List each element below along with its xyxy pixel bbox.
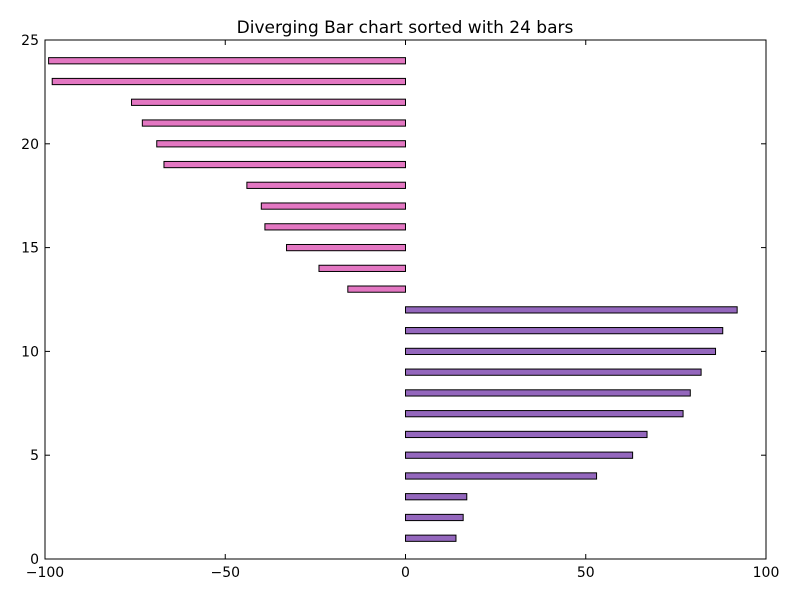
bar-21 (141, 119, 407, 127)
bar-23 (51, 77, 407, 86)
bar-2 (405, 513, 464, 522)
plot-frame (44, 39, 767, 560)
ticks-group: −100 −50 0 50 100 0 5 10 15 20 25 (21, 33, 779, 581)
y-tick-label-4: 20 (21, 137, 39, 153)
bar-19 (163, 160, 406, 169)
x-tick-label-3: 50 (577, 565, 595, 581)
bar-20 (156, 140, 406, 148)
y-tick-label-2: 10 (21, 344, 39, 360)
y-tick-label-1: 5 (30, 448, 39, 464)
bar-8 (405, 389, 691, 397)
bar-1 (405, 534, 457, 542)
bar-24 (48, 57, 406, 65)
x-tick-label-2: 0 (401, 565, 410, 581)
bar-15 (286, 243, 406, 252)
bar-11 (405, 327, 724, 335)
bar-18 (246, 181, 406, 189)
bar-3 (405, 493, 468, 501)
bars-group (48, 57, 738, 542)
bar-22 (131, 98, 407, 106)
bar-12 (405, 306, 738, 314)
bar-13 (347, 285, 407, 293)
bar-4 (405, 472, 598, 480)
y-tick-label-0: 0 (30, 552, 39, 568)
bar-17 (260, 202, 406, 210)
bar-14 (318, 264, 407, 272)
bar-16 (264, 223, 406, 231)
x-tick-label-4: 100 (753, 565, 780, 581)
x-tick-label-1: −50 (210, 565, 240, 581)
y-tick-label-3: 15 (21, 241, 39, 257)
bar-7 (405, 410, 684, 418)
bar-5 (405, 451, 634, 459)
y-tick-label-5: 25 (21, 33, 39, 49)
bar-9 (405, 368, 702, 376)
bar-10 (405, 347, 717, 356)
bar-6 (405, 430, 648, 439)
chart-title: Diverging Bar chart sorted with 24 bars (237, 18, 574, 38)
x-tick-label-0: −100 (26, 565, 64, 581)
